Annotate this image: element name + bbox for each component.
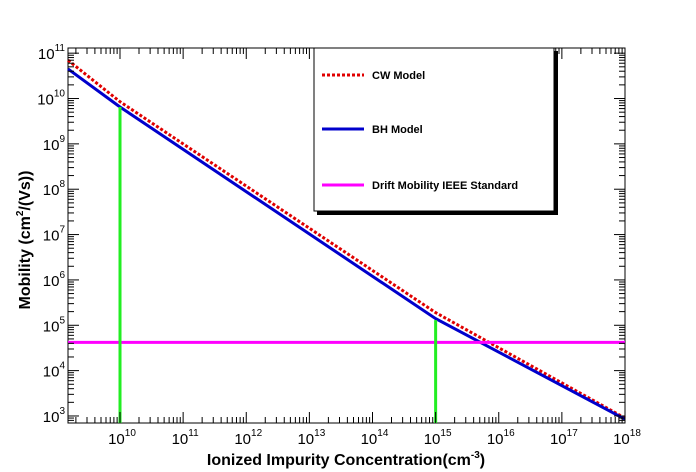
- y-tick-label: 108: [43, 179, 66, 199]
- legend: CW Model BH Model Drift Mobility IEEE St…: [313, 47, 558, 215]
- legend-label-cw: CW Model: [372, 70, 425, 82]
- x-tick-label: 1012: [234, 428, 262, 448]
- y-tick-label: 1010: [37, 89, 65, 109]
- series-line-0: [67, 59, 626, 420]
- legend-label-bh: BH Model: [372, 124, 423, 136]
- y-tick-label: 104: [43, 361, 66, 381]
- x-tick-label: 1016: [487, 428, 515, 448]
- x-tick-label: 1013: [297, 428, 325, 448]
- x-tick-label: 1017: [550, 428, 578, 448]
- x-tick-label: 1014: [361, 428, 389, 448]
- x-axis-title: Ionized Impurity Concentration(cm-3): [207, 450, 485, 469]
- x-tick-label: 1015: [424, 428, 452, 448]
- y-tick-label: 106: [43, 270, 66, 290]
- x-tick-label: 1010: [108, 428, 136, 448]
- y-axis-title: Mobility (cm2/(Vs)): [15, 171, 34, 310]
- y-tick-label: 103: [43, 406, 66, 426]
- x-tick-label: 1018: [613, 428, 641, 448]
- legend-label-ieee: Drift Mobility IEEE Standard: [372, 180, 518, 192]
- y-tick-label: 1011: [38, 43, 66, 63]
- x-tick-label: 1011: [172, 428, 200, 448]
- y-tick-label: 109: [43, 134, 66, 154]
- series-line-1: [67, 67, 626, 421]
- y-tick-label: 107: [43, 225, 66, 245]
- y-tick-label: 105: [43, 315, 66, 335]
